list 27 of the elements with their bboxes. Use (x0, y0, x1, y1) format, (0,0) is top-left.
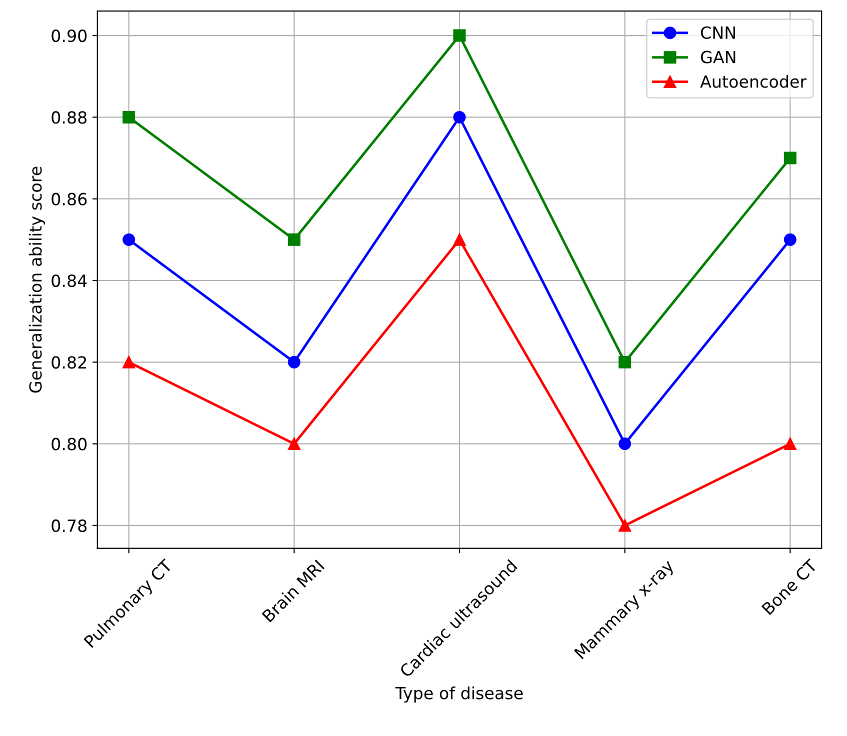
x-axis-title: Type of disease (395, 686, 523, 703)
y-tick-label: 0.84 (52, 274, 87, 288)
point (453, 110, 466, 124)
legend-label: Autoencoder (700, 74, 807, 88)
y-axis-title: Generalization ability score (28, 166, 46, 393)
point (784, 438, 796, 450)
point (618, 438, 632, 450)
y-tick-label: 0.82 (52, 356, 86, 369)
y-tick-label: 0.78 (52, 519, 87, 532)
point (288, 356, 300, 368)
point (453, 233, 466, 246)
legend-label: GAN (700, 50, 736, 64)
point (122, 233, 136, 246)
y-tick-label: 0.88 (52, 111, 87, 124)
y-tick-label: 0.80 (52, 438, 87, 450)
point (618, 356, 632, 368)
y-tick-label: 0.90 (52, 30, 87, 42)
point (784, 233, 796, 246)
legend-label: CNN (700, 26, 735, 39)
point (618, 519, 632, 532)
point (288, 233, 300, 246)
point (288, 438, 300, 450)
point (122, 356, 136, 368)
point (453, 29, 466, 42)
point (122, 110, 136, 124)
y-tick-label: 0.86 (52, 192, 87, 206)
point (784, 152, 796, 164)
